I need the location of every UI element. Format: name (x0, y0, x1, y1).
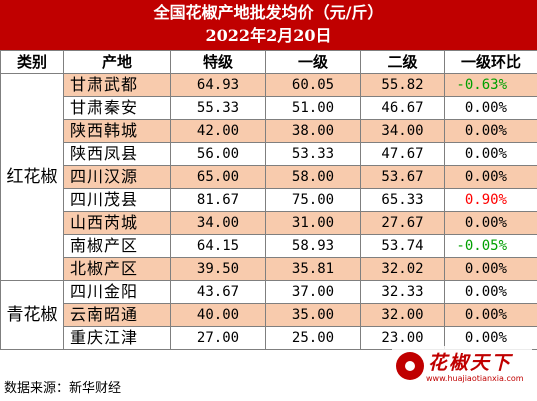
table-row: 南椒产区 64.15 58.93 53.74 -0.05% (1, 234, 537, 258)
table-row: 陕西凤县 56.00 53.33 47.67 0.00% (1, 142, 537, 166)
table-row: 红花椒 甘肃武都 64.93 60.05 55.82 -0.63% (0, 73, 537, 281)
table-row: 青花椒 四川金阳 43.67 37.00 32.33 0.00% (0, 280, 537, 350)
category-cell: 青花椒 (0, 280, 64, 350)
region-cell: 云南昭通 (63, 303, 171, 327)
change-cell: 0.00% (444, 303, 537, 327)
first-price-cell: 31.00 (265, 211, 361, 235)
change-cell: -0.05% (444, 234, 537, 258)
header-category: 类别 (0, 50, 64, 74)
region-cell: 四川汉源 (63, 165, 171, 189)
special-price-cell: 64.93 (170, 73, 266, 97)
table-body: 红花椒 甘肃武都 64.93 60.05 55.82 -0.63% 甘肃秦安 55.33 51.… (0, 73, 537, 350)
second-price-cell: 27.67 (360, 211, 445, 235)
first-price-cell: 58.93 (265, 234, 361, 258)
logo: 花椒天下 www.huajiaotianxia.com (392, 346, 532, 392)
region-cell: 山西芮城 (63, 211, 171, 235)
pepper-logo-icon (396, 352, 424, 380)
header-first-grade: 一级 (265, 50, 361, 74)
region-cell: 甘肃秦安 (63, 96, 171, 120)
special-price-cell: 43.67 (170, 280, 266, 304)
change-cell: -0.63% (444, 73, 537, 97)
second-price-cell: 34.00 (360, 119, 445, 143)
second-price-cell: 65.33 (360, 188, 445, 212)
first-price-cell: 35.00 (265, 303, 361, 327)
first-price-cell: 60.05 (265, 73, 361, 97)
special-price-cell: 34.00 (170, 211, 266, 235)
special-price-cell: 40.00 (170, 303, 266, 327)
table-row: 甘肃秦安 55.33 51.00 46.67 0.00% (1, 96, 537, 120)
special-price-cell: 56.00 (170, 142, 266, 166)
region-cell: 四川茂县 (63, 188, 171, 212)
title-banner: 全国花椒产地批发均价（元/斤） 2022年2月20日 (0, 0, 537, 50)
second-price-cell: 53.67 (360, 165, 445, 189)
table-row: 四川茂县 81.67 75.00 65.33 0.90% (1, 188, 537, 212)
table-row: 陕西韩城 42.00 38.00 34.00 0.00% (1, 119, 537, 143)
region-cell: 南椒产区 (63, 234, 171, 258)
header-region: 产地 (63, 50, 171, 74)
header-first-grade-change: 一级环比 (444, 50, 537, 74)
second-price-cell: 47.67 (360, 142, 445, 166)
logo-text: 花椒天下 (428, 352, 513, 374)
first-price-cell: 25.00 (265, 326, 361, 350)
change-cell: 0.00% (444, 280, 537, 304)
table-row: 四川汉源 65.00 58.00 53.67 0.00% (1, 165, 537, 189)
change-cell: 0.00% (444, 165, 537, 189)
region-cell: 甘肃武都 (63, 73, 171, 97)
second-price-cell: 46.67 (360, 96, 445, 120)
price-table: 类别 产地 特级 一级 二级 一级环比 红花椒 甘肃武都 64.93 60.05 55.… (0, 50, 537, 350)
region-cell: 陕西凤县 (63, 142, 171, 166)
first-price-cell: 51.00 (265, 96, 361, 120)
table-row: 重庆江津 27.00 25.00 23.00 0.00% (1, 326, 537, 350)
first-price-cell: 38.00 (265, 119, 361, 143)
special-price-cell: 39.50 (170, 257, 266, 281)
data-source: 数据来源：新华财经 (4, 381, 122, 396)
second-price-cell: 32.33 (360, 280, 445, 304)
first-price-cell: 53.33 (265, 142, 361, 166)
region-cell: 北椒产区 (63, 257, 171, 281)
table-title: 全国花椒产地批发均价（元/斤） (153, 3, 384, 22)
table-row: 北椒产区 39.50 35.81 32.02 0.00% (1, 257, 537, 281)
header-second-grade: 二级 (360, 50, 445, 74)
second-price-cell: 55.82 (360, 73, 445, 97)
special-price-cell: 42.00 (170, 119, 266, 143)
region-cell: 陕西韩城 (63, 119, 171, 143)
table-row: 山西芮城 34.00 31.00 27.67 0.00% (1, 211, 537, 235)
change-cell: 0.00% (444, 96, 537, 120)
special-price-cell: 64.15 (170, 234, 266, 258)
second-price-cell: 32.00 (360, 303, 445, 327)
category-cell: 红花椒 (0, 73, 64, 281)
header-row: 类别 产地 特级 一级 二级 一级环比 (0, 50, 537, 74)
first-price-cell: 58.00 (265, 165, 361, 189)
special-price-cell: 55.33 (170, 96, 266, 120)
change-cell: 0.00% (444, 142, 537, 166)
special-price-cell: 65.00 (170, 165, 266, 189)
change-cell: 0.00% (444, 211, 537, 235)
change-cell: 0.90% (444, 188, 537, 212)
special-price-cell: 81.67 (170, 188, 266, 212)
table-date: 2022年2月20日 (205, 26, 332, 45)
region-cell: 四川金阳 (63, 280, 171, 304)
change-cell: 0.00% (444, 257, 537, 281)
header-special-grade: 特级 (170, 50, 266, 74)
first-price-cell: 37.00 (265, 280, 361, 304)
special-price-cell: 27.00 (170, 326, 266, 350)
region-cell: 重庆江津 (63, 326, 171, 350)
second-price-cell: 32.02 (360, 257, 445, 281)
second-price-cell: 53.74 (360, 234, 445, 258)
change-cell: 0.00% (444, 119, 537, 143)
first-price-cell: 75.00 (265, 188, 361, 212)
first-price-cell: 35.81 (265, 257, 361, 281)
logo-url: www.huajiaotianxia.com (426, 374, 524, 383)
table-row: 云南昭通 40.00 35.00 32.00 0.00% (1, 303, 537, 327)
